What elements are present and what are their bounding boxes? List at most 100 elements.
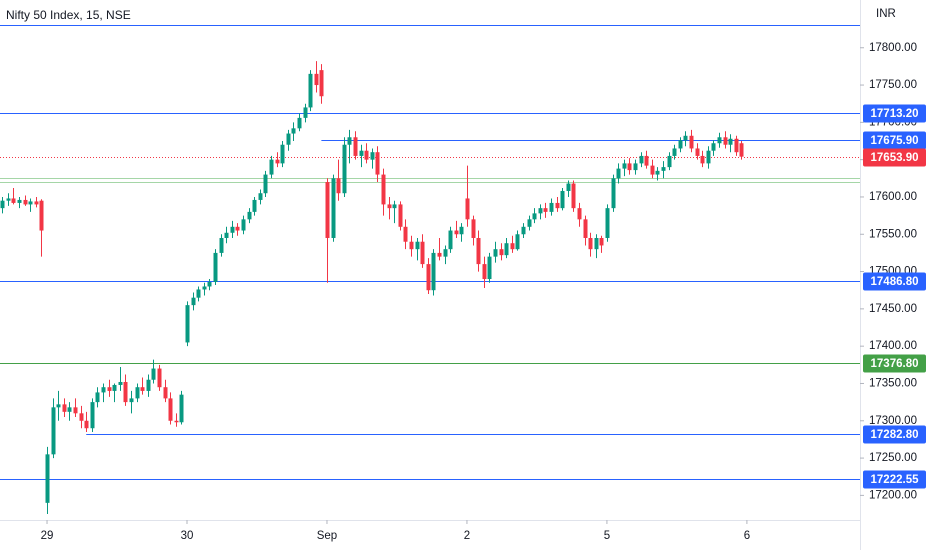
candle-body bbox=[734, 138, 739, 153]
candle-body bbox=[538, 208, 543, 214]
candle-body bbox=[11, 198, 16, 203]
x-tick-label: 30 bbox=[181, 530, 194, 542]
candle-body bbox=[84, 420, 89, 429]
candle-body bbox=[583, 219, 588, 238]
level-label-box bbox=[863, 104, 926, 123]
candle-body bbox=[605, 208, 610, 238]
candles bbox=[0, 61, 744, 515]
candle-body bbox=[325, 182, 330, 238]
candle-body bbox=[112, 384, 117, 391]
level-label: 17222.55 bbox=[871, 474, 920, 486]
level-label: 17486.80 bbox=[871, 276, 919, 288]
candle-body bbox=[39, 200, 44, 231]
candle-body bbox=[146, 379, 151, 391]
candle-body bbox=[661, 167, 666, 171]
y-tick-label: 17550.00 bbox=[869, 228, 917, 240]
candle-body bbox=[95, 392, 100, 403]
candle-body bbox=[135, 387, 140, 399]
currency-backdrop bbox=[862, 4, 932, 24]
level-label: 17376.80 bbox=[871, 358, 919, 370]
x-tick-label: 2 bbox=[464, 530, 470, 542]
y-tick-label: 17400.00 bbox=[869, 340, 917, 352]
y-tick-label: 17800.00 bbox=[869, 42, 917, 54]
y-tick-label: 17750.00 bbox=[869, 79, 917, 91]
y-tick-label: 17300.00 bbox=[869, 415, 917, 427]
currency-label: INR bbox=[876, 8, 896, 20]
candle-body bbox=[711, 143, 716, 151]
candle-body bbox=[493, 249, 498, 257]
candle-body bbox=[275, 159, 280, 164]
candle-body bbox=[364, 150, 369, 160]
candle-body bbox=[241, 219, 246, 231]
candle-body bbox=[303, 107, 308, 118]
candle-body bbox=[476, 237, 481, 265]
candle-body bbox=[129, 398, 134, 403]
candle-body bbox=[667, 155, 672, 168]
candle-body bbox=[644, 155, 649, 166]
x-tick-label: 6 bbox=[744, 530, 750, 542]
candle-body bbox=[62, 404, 67, 412]
candle-body bbox=[34, 201, 39, 205]
candle-body bbox=[448, 230, 453, 250]
candle-body bbox=[639, 155, 644, 164]
candle-body bbox=[0, 200, 5, 209]
candle-body bbox=[728, 138, 733, 145]
candle-body bbox=[51, 407, 56, 455]
candle-body bbox=[207, 282, 212, 287]
candle-body bbox=[353, 137, 358, 156]
y-tick-label: 17450.00 bbox=[869, 303, 917, 315]
candle-body bbox=[504, 243, 509, 256]
candle-body bbox=[252, 199, 257, 212]
candle-body bbox=[515, 234, 520, 250]
level-label: 17675.90 bbox=[871, 135, 919, 147]
candle-body bbox=[185, 305, 190, 343]
x-tick-label: 29 bbox=[41, 530, 54, 542]
candle-body bbox=[532, 213, 537, 220]
candle-body bbox=[336, 178, 341, 194]
candle-body bbox=[79, 413, 84, 421]
candle-body bbox=[577, 208, 582, 220]
candle-body bbox=[331, 178, 336, 238]
candle-body bbox=[627, 163, 632, 171]
candle-body bbox=[56, 404, 61, 408]
candle-body bbox=[107, 387, 112, 391]
candle-body bbox=[409, 241, 414, 250]
candle-body bbox=[482, 264, 487, 280]
candle-body bbox=[370, 152, 375, 160]
candle-body bbox=[247, 211, 252, 220]
candle-body bbox=[258, 193, 263, 200]
candle-body bbox=[151, 368, 156, 380]
candle-body bbox=[499, 249, 504, 256]
candle-body bbox=[269, 159, 274, 175]
candle-body bbox=[521, 226, 526, 235]
candle-body bbox=[219, 237, 224, 253]
candle-body bbox=[588, 237, 593, 250]
candle-body bbox=[45, 454, 50, 503]
levels bbox=[0, 25, 860, 480]
candle-body bbox=[123, 381, 128, 403]
candle-body bbox=[297, 117, 302, 129]
candle-body bbox=[157, 368, 162, 388]
candle-body bbox=[381, 174, 386, 205]
candle-body bbox=[549, 202, 554, 212]
candle-body bbox=[73, 407, 78, 414]
candle-body bbox=[174, 420, 179, 423]
candle-body bbox=[314, 73, 319, 86]
level-label-box bbox=[863, 131, 926, 150]
candle-body bbox=[571, 183, 576, 209]
candle-body bbox=[17, 199, 22, 203]
candle-body bbox=[471, 219, 476, 238]
candle-body bbox=[426, 264, 431, 291]
candle-body bbox=[459, 226, 464, 235]
level-label-box bbox=[863, 425, 926, 444]
candle-body bbox=[616, 168, 621, 179]
candle-body bbox=[678, 140, 683, 149]
level-label-box bbox=[863, 470, 926, 489]
y-tick-label: 17200.00 bbox=[869, 489, 917, 501]
candle-body bbox=[454, 230, 459, 235]
candle-body bbox=[263, 174, 268, 194]
candle-body bbox=[700, 155, 705, 164]
level-label: 17282.80 bbox=[871, 429, 919, 441]
